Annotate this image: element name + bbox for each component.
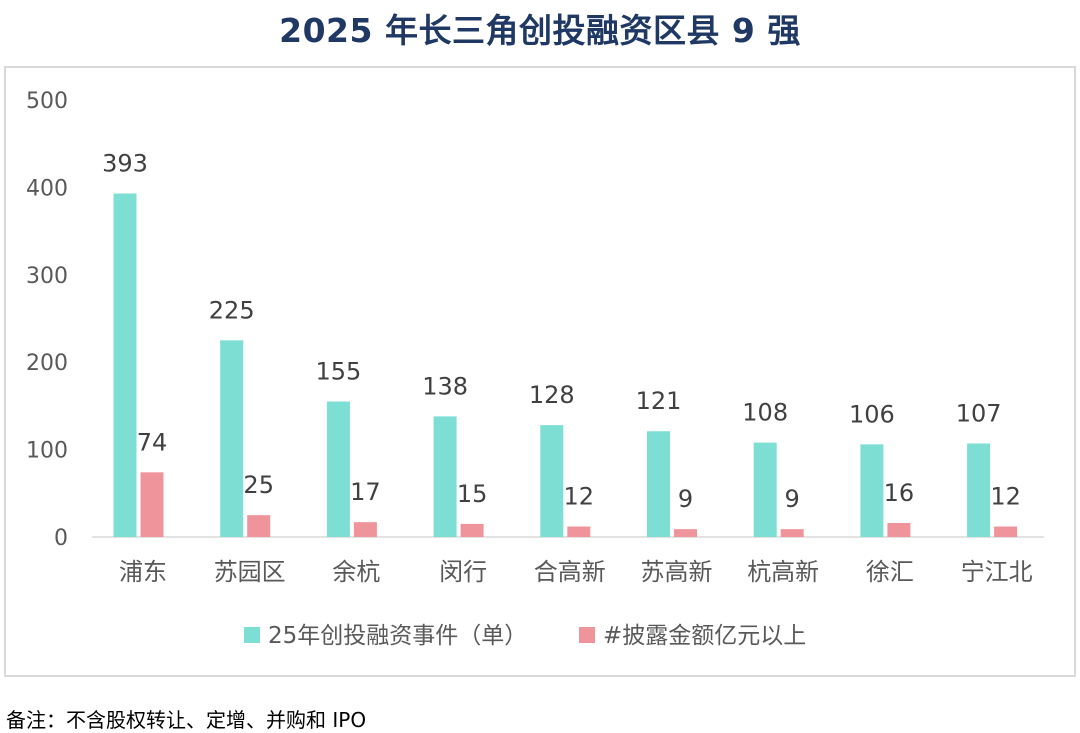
category-label: 合高新	[534, 558, 606, 586]
data-label-events: 121	[636, 387, 682, 415]
bar-events	[967, 443, 991, 537]
bar-disclosed	[887, 523, 911, 537]
data-label-events: 106	[849, 400, 895, 428]
category-label: 杭高新	[747, 558, 819, 586]
category-label: 余杭	[332, 558, 380, 586]
y-tick-label: 500	[26, 89, 68, 114]
bar-disclosed	[674, 529, 697, 537]
bar-events	[647, 431, 670, 537]
bar-disclosed	[353, 522, 377, 537]
bar-disclosed	[460, 523, 484, 537]
data-label-events: 107	[956, 399, 1002, 427]
bar-disclosed	[140, 472, 164, 537]
y-tick-label: 0	[54, 526, 68, 551]
footnote: 备注：不含股权转让、定增、并购和 IPO	[6, 708, 367, 732]
category-label: 徐汇	[866, 558, 914, 586]
bar-events	[753, 442, 777, 537]
bars	[113, 193, 1018, 537]
legend-label-events: 25年创投融资事件（单）	[268, 623, 527, 649]
bar-events	[540, 425, 564, 537]
chart-frame	[4, 66, 1076, 677]
bar-events	[860, 444, 884, 537]
bar-disclosed	[994, 526, 1018, 537]
bar-disclosed	[567, 526, 591, 537]
data-label-disclosed: 74	[137, 428, 168, 456]
category-label: 苏高新	[641, 558, 713, 586]
category-label: 宁江北	[961, 558, 1033, 586]
category-label: 闵行	[439, 558, 487, 586]
bar-disclosed	[247, 515, 271, 537]
chart-title: 2025 年长三角创投融资区县 9 强	[279, 11, 801, 50]
data-label-disclosed: 12	[564, 483, 595, 511]
data-labels: 393 74 225 25 155 17 138 15 128 12 121 9 108 9 106 16 10…	[102, 150, 1021, 514]
legend-swatch-events	[244, 627, 260, 643]
bar-events	[113, 193, 137, 537]
bar-events	[433, 416, 457, 537]
data-label-events: 225	[209, 296, 255, 324]
data-label-events: 155	[315, 358, 361, 386]
y-tick-label: 300	[26, 264, 68, 289]
bar-events	[220, 340, 244, 537]
legend: 25年创投融资事件（单） #披露金额亿元以上	[244, 623, 806, 649]
data-label-events: 128	[529, 381, 575, 409]
category-label: 浦东	[119, 558, 167, 586]
data-label-disclosed: 16	[884, 479, 915, 507]
data-label-disclosed: 9	[785, 485, 800, 513]
bar-disclosed	[780, 529, 804, 537]
legend-swatch-disclosed	[579, 627, 595, 643]
data-label-disclosed: 17	[350, 478, 381, 506]
data-label-disclosed: 12	[990, 483, 1021, 511]
bar-events	[326, 401, 350, 537]
data-label-events: 393	[102, 150, 148, 178]
data-label-events: 108	[742, 399, 788, 427]
data-label-events: 138	[422, 372, 468, 400]
y-tick-label: 400	[26, 176, 68, 201]
data-label-disclosed: 25	[243, 471, 274, 499]
data-label-disclosed: 9	[678, 485, 693, 513]
y-tick-label: 100	[26, 439, 68, 464]
category-labels: 浦东 苏园区 余杭 闵行 合高新 苏高新 杭高新 徐汇 宁江北	[119, 558, 1033, 586]
data-label-disclosed: 15	[457, 480, 488, 508]
y-axis-ticks: 500 400 300 200 100 0	[26, 89, 68, 551]
category-label: 苏园区	[214, 558, 286, 586]
y-tick-label: 200	[26, 351, 68, 376]
legend-label-disclosed: #披露金额亿元以上	[603, 623, 806, 649]
